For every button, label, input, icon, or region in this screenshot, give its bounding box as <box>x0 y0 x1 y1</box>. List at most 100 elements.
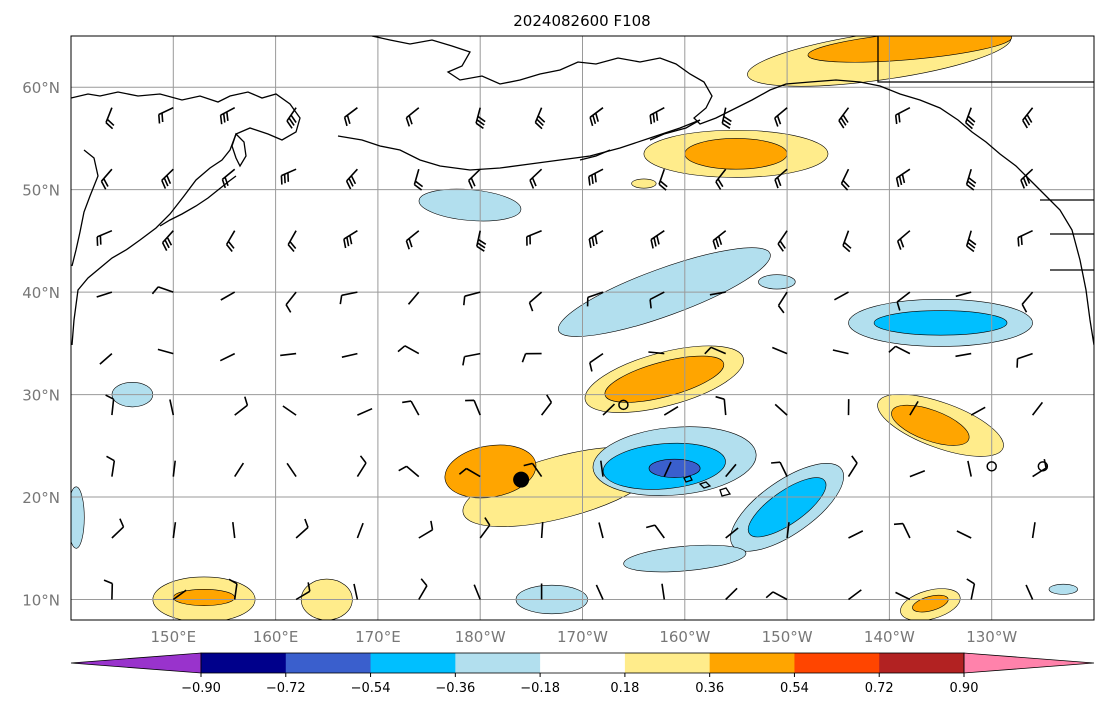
wind-barb <box>221 168 236 189</box>
anomaly-region-3 <box>604 355 725 403</box>
wind-barb <box>955 291 972 298</box>
wind-barb <box>774 403 788 416</box>
colorbar-tick-label: −0.36 <box>435 681 475 696</box>
wind-barb <box>893 522 911 539</box>
wind-barb <box>842 230 852 253</box>
lon-label: 170°E <box>355 628 401 646</box>
lon-label: 160°W <box>659 628 710 646</box>
wind-barb <box>588 168 604 186</box>
wind-barb <box>765 591 788 601</box>
wind-barb <box>462 352 481 366</box>
wind-barb <box>1016 352 1033 368</box>
wind-barb <box>725 463 737 478</box>
wind-barb <box>848 589 862 601</box>
lon-label: 150°W <box>762 628 813 646</box>
wind-barb <box>169 399 175 416</box>
wind-barb <box>721 107 732 129</box>
wind-barb <box>286 107 297 129</box>
wind-barb <box>774 107 788 127</box>
anomaly-region-15 <box>631 178 657 189</box>
lon-label: 130°W <box>966 628 1017 646</box>
wind-barb <box>219 106 236 125</box>
lat-label: 50°N <box>22 182 60 200</box>
wind-barb <box>1017 229 1033 247</box>
wind-barb <box>465 399 481 416</box>
colorbar-under-triangle <box>70 652 202 674</box>
wind-barb <box>774 168 788 189</box>
wind-barb <box>295 582 311 601</box>
anomaly-region-9 <box>891 404 970 446</box>
wind-barb <box>1031 401 1044 416</box>
lat-label: 40°N <box>22 284 60 302</box>
wind-barb <box>356 522 364 539</box>
colorbar: −0.90 −0.72 −0.54 −0.36 −0.18 0.18 0.36 0.54 0.7… <box>70 652 1095 696</box>
graticule-gridlines <box>71 36 1094 620</box>
wind-barb <box>282 405 297 416</box>
wind-barb <box>650 230 665 249</box>
wind-barb <box>588 230 604 248</box>
lon-label: 160°E <box>253 628 299 646</box>
wind-barb <box>834 291 849 301</box>
wind-barb <box>458 467 481 478</box>
wind-barb <box>475 107 486 130</box>
wind-barb <box>589 352 604 372</box>
wind-barb <box>99 352 113 365</box>
wind-barb <box>896 291 911 311</box>
lat-label: 20°N <box>22 489 60 507</box>
wind-barb <box>1025 584 1034 600</box>
wind-barb <box>1021 291 1034 313</box>
open-circle-marker <box>1037 461 1049 472</box>
lon-label: 180°W <box>455 628 506 646</box>
wind-barb <box>715 168 727 190</box>
colorbar-tick-label: 0.90 <box>950 681 979 696</box>
wind-barb <box>287 230 297 253</box>
colorbar-segment <box>624 653 711 673</box>
wind-barb <box>967 460 972 477</box>
wind-barb <box>418 578 428 600</box>
wind-barb <box>595 584 604 600</box>
lat-label: 60°N <box>22 79 60 97</box>
wind-barb <box>838 107 850 129</box>
wind-barb <box>157 348 174 355</box>
anomaly-region-7 <box>807 36 1013 63</box>
wind-barb <box>1032 458 1047 478</box>
wind-barbs-layer <box>96 106 1047 601</box>
wind-barb <box>220 291 236 301</box>
wind-barb <box>111 518 125 539</box>
wind-barb <box>715 395 727 416</box>
alaska-coastline <box>371 36 1094 346</box>
lon-label: 170°W <box>557 628 608 646</box>
wind-barb <box>467 168 481 189</box>
longitude-labels: 150°E 160°E 170°E 180°W 170°W 160°W 150°W 140°W… <box>150 628 1017 646</box>
wind-barb <box>343 107 358 127</box>
wind-barb <box>528 291 543 312</box>
kuril-islands <box>159 175 237 227</box>
wind-barb <box>473 584 481 600</box>
map-frame <box>70 35 1095 621</box>
wind-barb <box>402 400 420 416</box>
wind-barb <box>534 107 546 130</box>
wind-barb <box>479 517 491 539</box>
lat-label: 10°N <box>22 592 60 610</box>
wind-barb <box>398 465 420 478</box>
wind-barb <box>970 406 986 416</box>
wind-barb <box>663 406 679 416</box>
wind-barb <box>540 394 553 416</box>
wind-barb <box>909 400 919 416</box>
colorbar-segment <box>540 653 626 673</box>
wind-barb <box>232 522 236 539</box>
wind-barb <box>725 527 739 539</box>
wind-barb <box>663 461 672 477</box>
wind-barb <box>645 524 665 539</box>
wind-barb <box>341 352 358 358</box>
coastlines-layer <box>71 36 1094 497</box>
wind-barb <box>463 291 481 306</box>
wind-barb <box>405 107 420 127</box>
wind-barb <box>964 107 976 130</box>
anomaly-region-29 <box>1048 583 1078 595</box>
wind-barb <box>1031 522 1036 539</box>
wind-barb <box>343 230 358 249</box>
aleutian-islands <box>337 119 701 171</box>
wind-barb <box>105 107 115 130</box>
wind-barb <box>786 522 790 539</box>
